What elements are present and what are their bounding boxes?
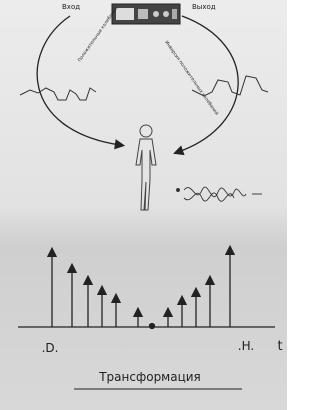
device <box>112 4 180 24</box>
axis-label: t <box>277 339 282 354</box>
input-label: Вход <box>62 3 80 11</box>
caption: Трансформация <box>98 370 201 384</box>
diagram: Вход Выход Положительные колебания Инвер… <box>0 0 287 410</box>
output-label: Выход <box>192 3 216 11</box>
start-label: .D. <box>42 341 59 355</box>
end-label: .H. <box>238 339 254 353</box>
